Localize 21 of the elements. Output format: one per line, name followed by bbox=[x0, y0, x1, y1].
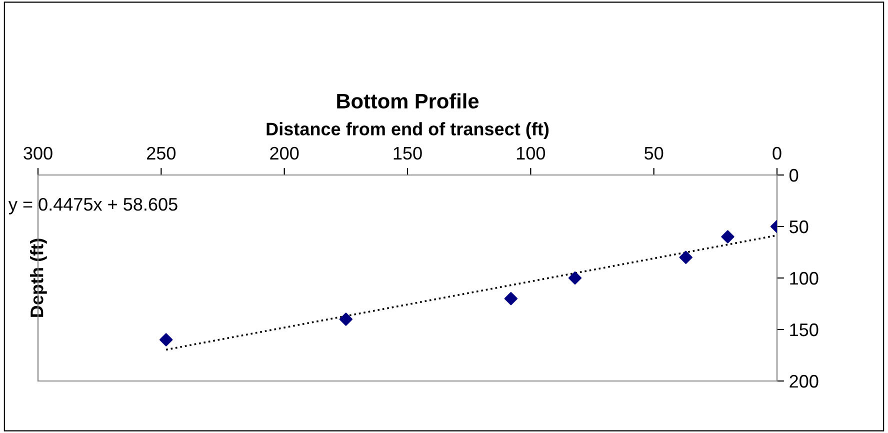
x-tick-label: 100 bbox=[516, 146, 546, 160]
y-tick-label: 0 bbox=[790, 168, 798, 182]
x-tick-label: 150 bbox=[394, 146, 422, 160]
annotation: y = 0.4475x + 58.605 bbox=[8, 198, 178, 214]
point bbox=[160, 333, 173, 346]
y-tick-label: 200 bbox=[790, 374, 818, 388]
point bbox=[504, 292, 518, 306]
chart-title: Bottom Profile bbox=[337, 93, 479, 109]
x-axis-title: Distance from end of transect (ft) bbox=[266, 122, 549, 139]
x-tick-label: 200 bbox=[270, 146, 299, 160]
y-tick-label: 50 bbox=[790, 220, 808, 234]
y-tick-label: 150 bbox=[790, 323, 818, 336]
x-tick-label: 50 bbox=[644, 146, 664, 160]
x-tick-label: 0 bbox=[772, 146, 782, 160]
x-tick-label: 300 bbox=[24, 146, 52, 160]
point bbox=[679, 250, 692, 264]
y-tick-label: 100 bbox=[790, 272, 818, 285]
point bbox=[721, 230, 734, 244]
point bbox=[339, 312, 353, 326]
point bbox=[568, 271, 582, 285]
x-tick-label: 250 bbox=[147, 146, 176, 160]
